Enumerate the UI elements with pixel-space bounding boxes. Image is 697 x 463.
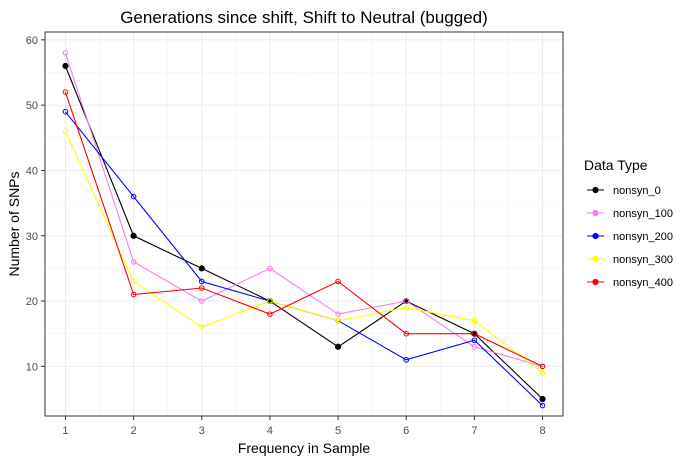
data-point-nonsyn_100 [198,298,205,304]
y-tick-label: 40 [26,165,38,177]
data-point-nonsyn_400 [198,285,205,291]
data-point-nonsyn_0 [62,62,69,70]
data-point-nonsyn_100 [267,265,273,272]
data-point-nonsyn_300 [471,317,478,324]
data-point-nonsyn_100 [403,298,410,304]
legend-key-point-nonsyn_200 [592,232,599,240]
x-tick-label: 1 [62,425,68,437]
legend-label-nonsyn_0: nonsyn_0 [613,185,661,197]
data-point-nonsyn_300 [267,298,273,304]
data-point-nonsyn_100 [471,343,478,350]
y-tick-label: 30 [26,231,38,243]
chart-title: Generations since shift, Shift to Neutra… [120,8,488,27]
data-point-nonsyn_100 [335,311,341,317]
x-axis: 1 2 3 4 5 6 7 8 [62,416,546,437]
x-tick-label: 7 [471,425,477,437]
data-point-nonsyn_0 [539,395,546,403]
legend-title: Data Type [584,157,648,173]
legend-key-point-nonsyn_300 [592,255,599,263]
series-line-nonsyn_0 [64,65,543,400]
data-point-nonsyn_400 [471,330,478,337]
legend-key-point-nonsyn_100 [592,209,599,217]
data-point-nonsyn_200 [130,193,137,200]
data-point-nonsyn_200 [471,337,478,344]
legend-key-point-nonsyn_400 [592,278,599,286]
y-tick-label: 60 [26,35,38,47]
x-tick-label: 2 [131,425,137,437]
data-point-nonsyn_200 [403,357,410,363]
legend-label-nonsyn_400: nonsyn_400 [613,277,673,289]
x-tick-label: 3 [199,425,205,437]
y-tick-label: 20 [26,296,38,308]
x-tick-label: 8 [539,425,545,437]
legend-key-point-nonsyn_0 [592,186,599,194]
series-line-nonsyn_100 [64,52,543,367]
data-point-nonsyn_400 [267,311,273,317]
data-point-nonsyn_100 [130,259,137,265]
data-point-nonsyn_300 [130,278,137,285]
x-tick-label: 5 [335,425,341,437]
data-point-nonsyn_300 [335,317,341,324]
data-point-nonsyn_400 [62,89,69,95]
data-point-nonsyn_400 [335,278,341,285]
data-point-nonsyn_200 [539,402,546,409]
x-axis-title: Frequency in Sample [238,440,371,456]
data-point-nonsyn_300 [62,128,69,135]
data-point-nonsyn_100 [62,50,69,56]
data-point-nonsyn_0 [334,343,342,350]
data-point-nonsyn_300 [403,304,410,311]
x-tick-label: 4 [267,425,273,437]
data-point-nonsyn_400 [539,363,546,370]
legend-label-nonsyn_200: nonsyn_200 [613,231,673,243]
data-point-nonsyn_400 [403,330,410,337]
data-point-nonsyn_200 [198,278,205,285]
legend: Data Type nonsyn_0 nonsyn_100 nonsyn_200no… [584,157,673,289]
legend-label-nonsyn_300: nonsyn_300 [613,254,673,266]
data-point-nonsyn_400 [130,291,137,298]
y-axis-title: Number of SNPs [6,171,22,276]
x-tick-label: 6 [403,425,409,437]
data-point-nonsyn_0 [130,232,137,239]
grid-lines [45,32,563,416]
series-line-nonsyn_400 [64,91,543,367]
y-tick-label: 10 [26,361,38,373]
series-points [62,50,546,409]
plot-panel-border [44,31,564,417]
series-line-nonsyn_300 [64,131,543,374]
data-point-nonsyn_300 [539,370,546,376]
data-point-nonsyn_0 [198,265,205,272]
y-tick-label: 50 [26,100,38,112]
series-lines [64,52,543,406]
legend-label-nonsyn_100: nonsyn_100 [613,208,673,220]
y-axis: 10 20 30 40 50 60 [26,35,45,373]
data-point-nonsyn_200 [62,108,69,115]
data-point-nonsyn_300 [198,324,205,330]
